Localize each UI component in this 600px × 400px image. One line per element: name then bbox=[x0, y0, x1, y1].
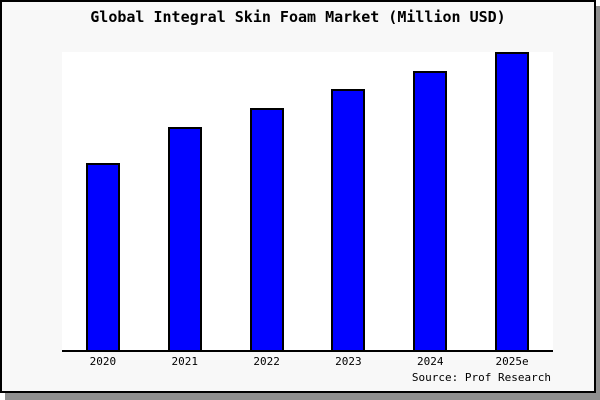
x-axis-tick-labels: 2020 2021 2022 2023 2024 2025e bbox=[62, 355, 553, 371]
x-tick-2022: 2022 bbox=[253, 355, 280, 368]
x-tick-2020: 2020 bbox=[89, 355, 117, 368]
x-tick-2023: 2023 bbox=[335, 355, 362, 368]
plot-area bbox=[62, 52, 553, 352]
bar-2021 bbox=[167, 126, 202, 350]
bar-2024 bbox=[413, 70, 448, 350]
bar-2023 bbox=[331, 88, 366, 350]
bar-2022 bbox=[249, 107, 284, 350]
bar-2025e bbox=[495, 52, 530, 350]
x-tick-2025e: 2025e bbox=[495, 355, 529, 368]
x-tick-2024: 2024 bbox=[417, 355, 444, 368]
chart-title: Global Integral Skin Foam Market (Millio… bbox=[90, 8, 506, 26]
x-tick-2021: 2021 bbox=[171, 355, 199, 368]
chart-figure: Global Integral Skin Foam Market (Millio… bbox=[0, 0, 596, 393]
bar-2020 bbox=[85, 163, 120, 350]
source-credit: Source: Prof Research bbox=[411, 371, 551, 384]
